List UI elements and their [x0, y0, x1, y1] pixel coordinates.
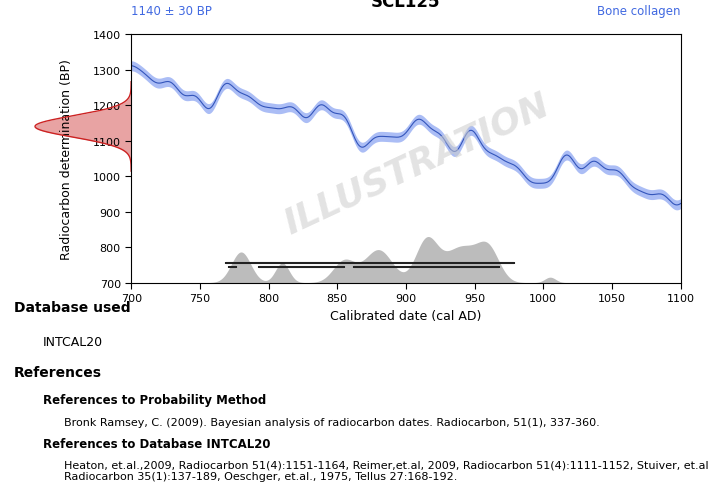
Text: References: References — [14, 366, 102, 380]
Title: SCL125: SCL125 — [371, 0, 441, 12]
Text: 1140 ± 30 BP: 1140 ± 30 BP — [131, 5, 212, 18]
Text: ILLUSTRATION: ILLUSTRATION — [279, 88, 555, 240]
Y-axis label: Radiocarbon determination (BP): Radiocarbon determination (BP) — [60, 59, 74, 260]
X-axis label: Calibrated date (cal AD): Calibrated date (cal AD) — [330, 309, 481, 322]
Text: INTCAL20: INTCAL20 — [43, 336, 103, 349]
Text: References to Probability Method: References to Probability Method — [43, 393, 266, 406]
Text: Bronk Ramsey, C. (2009). Bayesian analysis of radiocarbon dates. Radiocarbon, 51: Bronk Ramsey, C. (2009). Bayesian analys… — [64, 417, 600, 427]
Text: Bone collagen: Bone collagen — [597, 5, 681, 18]
Text: Database used: Database used — [14, 301, 130, 315]
Text: Heaton, et.al.,2009, Radiocarbon 51(4):1151-1164, Reimer,et.al, 2009, Radiocarbo: Heaton, et.al.,2009, Radiocarbon 51(4):1… — [64, 460, 709, 481]
Text: References to Database INTCAL20: References to Database INTCAL20 — [43, 437, 270, 450]
